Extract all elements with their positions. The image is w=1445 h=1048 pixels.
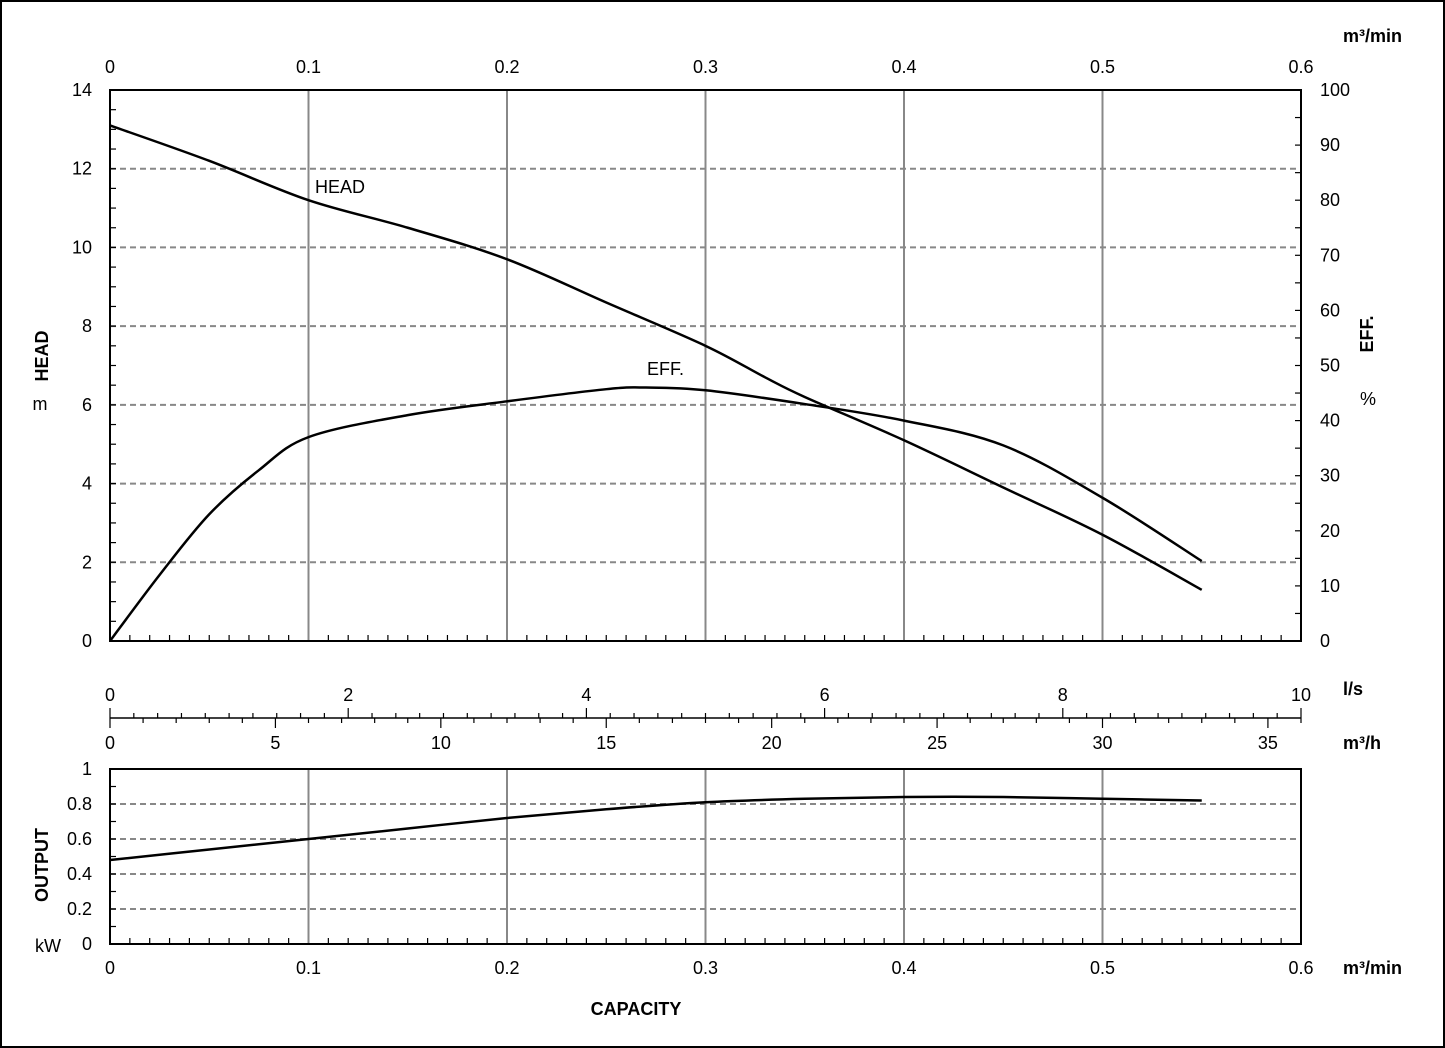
m3h-tick-label: 30: [1092, 733, 1112, 753]
head-y-tick-label: 0: [82, 631, 92, 651]
eff-y-tick-label: 0: [1320, 631, 1330, 651]
bottom-x-tick-label: 0: [105, 958, 115, 978]
top-x-tick-label: 0.6: [1288, 57, 1313, 77]
eff-y-tick-label: 50: [1320, 356, 1340, 376]
output-y-tick-label: 0.2: [67, 899, 92, 919]
bottom-x-tick-label: 0.1: [296, 958, 321, 978]
head-y-tick-label: 14: [72, 80, 92, 100]
output-y-tick-label: 0.6: [67, 829, 92, 849]
eff-y-tick-label: 100: [1320, 80, 1350, 100]
eff-curve: [109, 386, 1203, 642]
head-y-tick-label: 6: [82, 395, 92, 415]
head-unit-label: m: [33, 394, 48, 414]
eff-unit-label: %: [1360, 389, 1376, 409]
output-unit-label: kW: [35, 936, 61, 956]
output-curve: [109, 795, 1202, 862]
bottom-x-tick-label: 0.6: [1288, 958, 1313, 978]
top-x-unit-label: m³/min: [1343, 26, 1402, 46]
capacity-axis-label: CAPACITY: [591, 999, 682, 1019]
output-axis-label: OUTPUT: [32, 828, 52, 902]
upper-grid: [110, 90, 1301, 641]
top-x-tick-label: 0.3: [693, 57, 718, 77]
eff-y-tick-label: 40: [1320, 411, 1340, 431]
head-y-tick-label: 4: [82, 474, 92, 494]
output-y-tick-label: 1: [82, 759, 92, 779]
eff-y-tick-label: 10: [1320, 576, 1340, 596]
lower-labels: 0 0.1 0.2 0.3 0.4 0.5 0.6 0 0.2 0.4 0.6 0.8 1: [67, 759, 1314, 978]
m3h-tick-label: 25: [927, 733, 947, 753]
top-x-tick-label: 0: [105, 57, 115, 77]
ls-tick-label: 8: [1058, 685, 1068, 705]
m3h-tick-label: 35: [1258, 733, 1278, 753]
m3h-unit-label: m³/h: [1343, 733, 1381, 753]
m3h-tick-label: 0: [105, 733, 115, 753]
head-curve: [109, 124, 1203, 591]
top-x-tick-label: 0.1: [296, 57, 321, 77]
bottom-x-unit-label: m³/min: [1343, 958, 1402, 978]
eff-y-tick-label: 30: [1320, 466, 1340, 486]
eff-curve-label: EFF.: [647, 359, 684, 379]
upper-series: [109, 124, 1203, 642]
head-y-tick-label: 2: [82, 552, 92, 572]
output-y-tick-label: 0.8: [67, 794, 92, 814]
head-y-tick-label: 10: [72, 237, 92, 257]
lower-series: [109, 795, 1202, 862]
ls-tick-label: 0: [105, 685, 115, 705]
output-y-tick-label: 0: [82, 934, 92, 954]
bottom-x-tick-label: 0.2: [494, 958, 519, 978]
m3h-tick-label: 10: [431, 733, 451, 753]
bottom-x-tick-label: 0.3: [693, 958, 718, 978]
m3h-tick-label: 5: [270, 733, 280, 753]
eff-y-tick-label: 80: [1320, 190, 1340, 210]
head-y-tick-label: 12: [72, 159, 92, 179]
top-x-tick-label: 0.5: [1090, 57, 1115, 77]
eff-y-tick-label: 90: [1320, 135, 1340, 155]
ls-tick-label: 10: [1291, 685, 1311, 705]
lower-axes: [109, 768, 1302, 945]
bottom-x-tick-label: 0.4: [891, 958, 916, 978]
capacity-scales: 0 2 4 6 8 10 0 5 10 15 20 25 30 35: [105, 685, 1311, 753]
eff-y-tick-label: 60: [1320, 300, 1340, 320]
top-x-tick-label: 0.2: [494, 57, 519, 77]
eff-y-tick-label: 70: [1320, 245, 1340, 265]
head-axis-label: HEAD: [32, 330, 52, 381]
upper-axes: [109, 89, 1302, 642]
eff-y-tick-label: 20: [1320, 521, 1340, 541]
m3h-tick-label: 15: [596, 733, 616, 753]
output-y-tick-label: 0.4: [67, 864, 92, 884]
bottom-x-tick-label: 0.5: [1090, 958, 1115, 978]
upper-labels: 0 0.1 0.2 0.3 0.4 0.5 0.6 0 2 4 6 8 10 12 14 0 10 20 30 40 5…: [72, 57, 1350, 651]
ls-unit-label: l/s: [1343, 679, 1363, 699]
ls-tick-label: 2: [343, 685, 353, 705]
eff-axis-label: EFF.: [1357, 315, 1377, 352]
head-y-tick-label: 8: [82, 316, 92, 336]
ls-tick-label: 6: [820, 685, 830, 705]
m3h-tick-label: 20: [762, 733, 782, 753]
ls-tick-label: 4: [581, 685, 591, 705]
top-x-tick-label: 0.4: [891, 57, 916, 77]
head-curve-label: HEAD: [315, 177, 365, 197]
